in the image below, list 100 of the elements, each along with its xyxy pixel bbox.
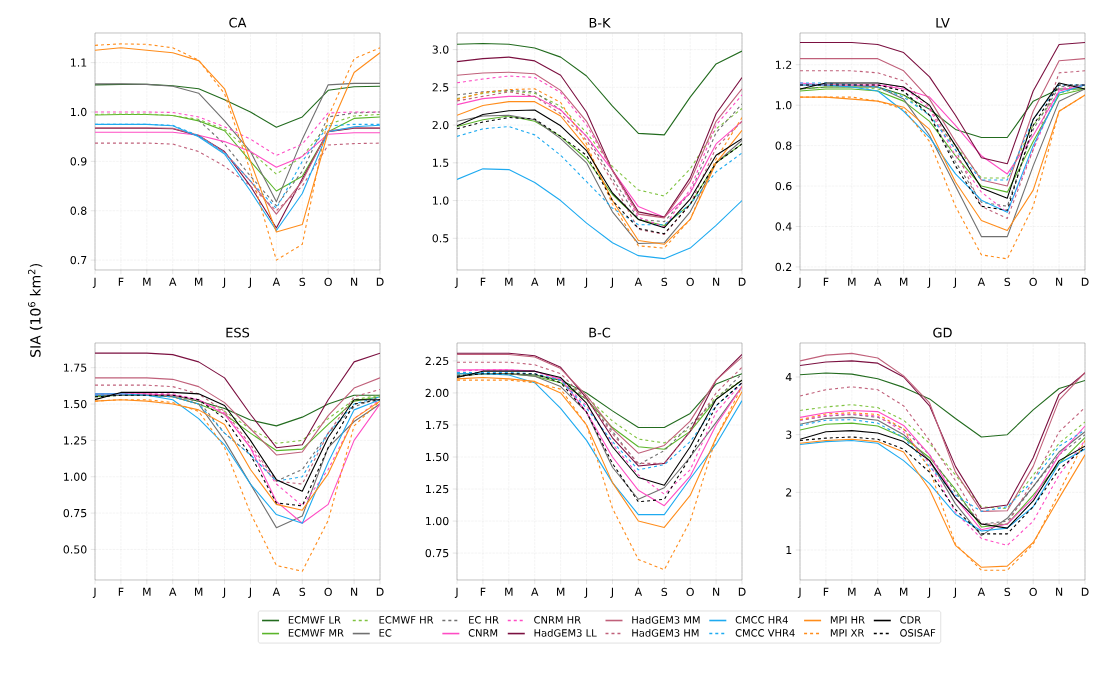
y-tick-label: 0.50 xyxy=(63,545,87,554)
x-tick-label: F xyxy=(480,277,486,286)
y-tick-label: 0.2 xyxy=(775,262,792,272)
x-tick-label: O xyxy=(1029,587,1037,597)
x-tick-label: A xyxy=(634,587,643,596)
y-tick-label: 0.7 xyxy=(70,255,87,265)
y-tick-label: 0.75 xyxy=(63,508,87,518)
x-tick-label: A xyxy=(874,277,882,286)
x-tick-label: M xyxy=(195,587,203,596)
x-tick-label: M xyxy=(557,587,565,596)
y-tick-label: 0.5 xyxy=(432,234,449,243)
y-tick-label: 0.6 xyxy=(775,181,792,191)
legend-label: CMCC VHR4 xyxy=(735,629,795,637)
legend-label: ECMWF MR xyxy=(288,629,344,637)
x-tick-label: M xyxy=(505,587,513,596)
x-tick-label: J xyxy=(92,277,96,288)
x-tick-label: O xyxy=(686,277,694,287)
line-series xyxy=(457,90,743,197)
x-tick-label: N xyxy=(1056,587,1063,596)
y-axis-title: SIA (10$^{6}$ km$^{2}$) xyxy=(28,263,43,357)
legend-label: CDR xyxy=(900,616,921,624)
x-tick-label: A xyxy=(977,277,986,286)
y-tick-label: 1.25 xyxy=(426,484,449,494)
y-tick-label: 1.5 xyxy=(433,158,449,167)
chart-title: ESS xyxy=(226,327,250,338)
x-tick-label: J xyxy=(610,587,613,598)
line-series xyxy=(457,168,743,260)
x-tick-label: F xyxy=(118,587,124,596)
y-tick-label: 0.8 xyxy=(775,141,792,150)
y-tick-label: 3 xyxy=(786,430,792,439)
x-tick-label: O xyxy=(1029,277,1037,287)
y-tick-label: 1.75 xyxy=(64,363,87,372)
x-tick-label: S xyxy=(1004,277,1011,287)
chart-title: LV xyxy=(936,18,950,28)
y-tick-label: 0.4 xyxy=(775,222,792,231)
x-tick-label: S xyxy=(299,587,306,597)
x-tick-label: J xyxy=(797,277,801,288)
x-tick-label: N xyxy=(1056,277,1063,286)
x-tick-label: A xyxy=(531,277,539,286)
y-tick-label: 2.0 xyxy=(432,120,449,130)
line-series xyxy=(800,412,1086,571)
x-tick-label: J xyxy=(222,277,226,288)
x-tick-label: A xyxy=(531,587,539,596)
y-tick-label: 1.75 xyxy=(426,420,449,430)
x-tick-label: M xyxy=(848,587,856,596)
x-tick-label: J xyxy=(584,277,588,288)
x-tick-label: D xyxy=(1081,277,1089,286)
x-tick-label: M xyxy=(900,277,908,286)
x-tick-label: A xyxy=(272,587,281,596)
legend-label: EC xyxy=(379,629,392,637)
x-tick-label: A xyxy=(977,587,986,596)
legend-label: ECMWF HR xyxy=(379,616,434,624)
y-tick-label: 0.8 xyxy=(70,206,87,215)
legend-label: CMCC HR4 xyxy=(735,616,788,624)
legend-label: ECMWF LR xyxy=(288,616,341,624)
y-tick-label: 1.1 xyxy=(71,58,87,67)
legend-label: MPI XR xyxy=(830,629,865,637)
line-series xyxy=(457,43,743,136)
x-tick-label: A xyxy=(874,587,882,596)
x-tick-label: D xyxy=(738,277,746,286)
x-tick-label: A xyxy=(169,587,177,596)
legend-label: EC HR xyxy=(469,616,499,624)
x-tick-label: S xyxy=(1004,587,1011,597)
x-tick-label: A xyxy=(634,277,643,286)
x-tick-label: S xyxy=(661,587,668,597)
x-tick-label: D xyxy=(738,587,746,596)
y-tick-label: 1.00 xyxy=(64,472,87,481)
y-tick-label: 2.25 xyxy=(425,356,449,366)
y-tick-label: 1.50 xyxy=(426,452,449,462)
x-tick-label: S xyxy=(661,277,668,287)
chart-title: GD xyxy=(933,327,952,338)
y-tick-label: 1.00 xyxy=(426,516,449,526)
x-tick-label: N xyxy=(713,277,720,286)
chart-title: CA xyxy=(229,17,247,28)
x-tick-label: J xyxy=(953,587,957,598)
line-series xyxy=(800,404,1086,510)
x-tick-label: M xyxy=(143,277,151,286)
x-tick-label: J xyxy=(222,587,226,598)
y-tick-label: 1.0 xyxy=(71,107,87,117)
x-tick-label: J xyxy=(927,277,931,288)
y-tick-label: 4 xyxy=(785,373,792,381)
y-tick-label: 1.50 xyxy=(64,399,87,409)
x-tick-label: D xyxy=(376,587,384,596)
x-tick-label: M xyxy=(557,277,565,286)
chart-title: B-K xyxy=(589,18,611,28)
legend-label: HadGEM3 LL xyxy=(534,629,597,637)
x-tick-label: J xyxy=(953,277,957,288)
y-tick-label: 1.2 xyxy=(776,60,792,69)
x-tick-label: J xyxy=(248,277,251,288)
chart-title: B-C xyxy=(589,327,611,338)
line-series xyxy=(800,386,1086,525)
x-tick-label: F xyxy=(480,587,486,596)
x-tick-label: N xyxy=(351,277,358,286)
x-tick-label: F xyxy=(823,587,829,596)
x-tick-label: A xyxy=(169,277,177,286)
x-tick-label: J xyxy=(610,277,614,288)
x-tick-label: J xyxy=(797,587,801,598)
legend-label: CNRM HR xyxy=(534,616,581,624)
x-tick-label: J xyxy=(927,587,931,598)
x-tick-label: N xyxy=(713,587,720,596)
